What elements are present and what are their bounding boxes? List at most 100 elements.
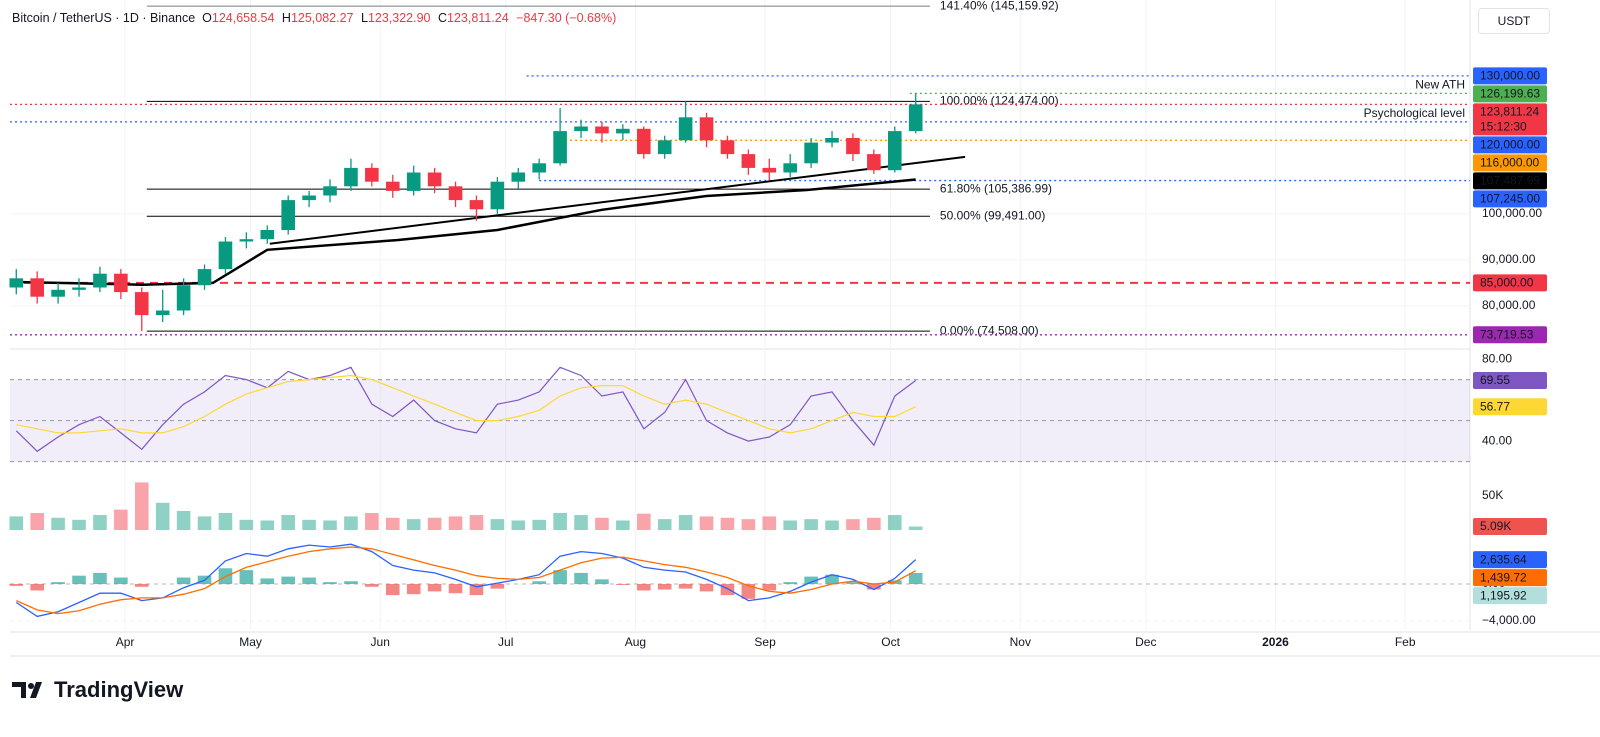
macd-tick-label: −4,000.00 xyxy=(1482,613,1536,627)
macd-histogram-bar xyxy=(302,577,316,584)
macd-histogram-bar xyxy=(574,572,588,584)
axis-value-label: 56.77 xyxy=(1480,399,1510,413)
volume-bar xyxy=(867,517,881,530)
y-tick-label: 80,000.00 xyxy=(1482,298,1536,312)
axis-value-box xyxy=(1473,274,1547,292)
candle-body xyxy=(867,154,881,171)
macd-histogram-bar xyxy=(93,572,107,584)
axis-value-label: 15:12:30 xyxy=(1480,120,1527,134)
axis-value-box xyxy=(1473,551,1547,569)
annotation: Psychological level xyxy=(1364,106,1465,120)
logo-icon xyxy=(12,682,42,698)
candle-body xyxy=(134,292,149,316)
candle-body xyxy=(762,167,777,173)
annotation: New ATH xyxy=(1415,78,1465,92)
volume-bar xyxy=(176,510,191,530)
axis-value-label: 107,487.99 xyxy=(1480,174,1540,188)
volume-bar xyxy=(302,519,316,530)
macd-histogram-bar xyxy=(867,583,881,590)
rsi-tick-label: 40.00 xyxy=(1482,433,1512,447)
volume-bar xyxy=(553,513,567,530)
y-tick-label: 100,000.00 xyxy=(1482,206,1542,220)
volume-bar xyxy=(344,516,358,530)
candle-body xyxy=(51,289,65,297)
macd-histogram-bar xyxy=(72,575,86,584)
logo[interactable]: TradingView xyxy=(12,677,183,703)
volume-bar xyxy=(239,519,254,530)
volume-bar xyxy=(699,516,714,530)
ohlc-key: C xyxy=(438,11,448,25)
macd-histogram-bar xyxy=(281,576,295,584)
axis-value-label: 107,245.00 xyxy=(1480,192,1540,206)
volume-bar xyxy=(657,519,672,530)
macd-histogram-bar xyxy=(134,583,149,587)
x-tick-label: Nov xyxy=(1010,635,1031,649)
volume-bar xyxy=(9,516,24,530)
macd-histogram-bar xyxy=(114,577,128,584)
candle-body xyxy=(741,154,756,168)
volume-bar xyxy=(720,517,735,530)
macd-histogram-bar xyxy=(908,572,923,584)
fib-label: 61.80% (105,386.99) xyxy=(940,181,1052,195)
volume-bar xyxy=(532,519,546,530)
volume-bar xyxy=(260,520,275,530)
price-change: −847.30 (−0.68%) xyxy=(516,11,617,25)
symbol: Bitcoin / TetherUS · 1D · Binance xyxy=(12,11,196,25)
candle-body xyxy=(574,126,588,132)
x-tick-label: 2026 xyxy=(1262,635,1289,649)
axis-value-box xyxy=(1473,569,1547,587)
macd-histogram-bar xyxy=(239,570,254,584)
volume-bar xyxy=(72,519,86,530)
candle-body xyxy=(846,138,860,155)
macd-histogram-bar xyxy=(720,583,735,596)
macd-histogram-bar xyxy=(30,583,44,591)
axis-value-box xyxy=(1473,190,1547,208)
volume-bar xyxy=(846,519,860,530)
candle-body xyxy=(281,200,295,230)
x-tick-label: Feb xyxy=(1395,635,1416,649)
axis-value-box xyxy=(1473,172,1547,190)
candle-body xyxy=(825,138,839,143)
macd-histogram-bar xyxy=(427,583,442,592)
axis-value-box xyxy=(1473,518,1547,536)
x-tick-label: Apr xyxy=(116,635,135,649)
candle-body xyxy=(553,131,567,164)
macd-histogram-bar xyxy=(344,581,358,584)
volume-bar xyxy=(908,526,923,530)
volume-tick-label: 50K xyxy=(1482,488,1503,502)
macd-histogram-bar xyxy=(490,583,505,589)
volume-bar xyxy=(427,517,442,530)
candle-body xyxy=(344,167,358,187)
candle-body xyxy=(469,200,484,210)
axis-value-box xyxy=(1473,326,1547,344)
candle-body xyxy=(302,195,316,201)
ohlc-key: H xyxy=(281,11,291,25)
macd-histogram-bar xyxy=(636,583,651,591)
y-tick-label: 90,000.00 xyxy=(1482,252,1536,266)
macd-histogram-bar xyxy=(657,583,672,590)
volume-bar xyxy=(281,515,295,530)
volume-bar xyxy=(114,509,128,530)
macd-histogram-bar xyxy=(846,582,860,584)
candle-body xyxy=(448,186,463,201)
volume-bar xyxy=(511,520,526,530)
currency-selector[interactable]: USDT xyxy=(1478,8,1550,34)
moving-average xyxy=(16,178,916,286)
fib-label: 50.00% (99,491.00) xyxy=(940,208,1045,222)
macd-histogram-bar xyxy=(448,583,463,594)
x-tick-label: May xyxy=(239,635,262,649)
candle-body xyxy=(887,131,902,171)
candle-body xyxy=(636,128,651,155)
symbol-header: Bitcoin / TetherUS · 1D · Binance O124,6… xyxy=(12,11,621,25)
rsi-tick-label: 80.00 xyxy=(1482,351,1512,365)
ohlc-key: O xyxy=(202,11,212,25)
axis-value-label: 2,635.64 xyxy=(1480,552,1527,566)
volume-bar xyxy=(595,517,609,530)
axis-value-box xyxy=(1473,103,1547,136)
rsi-line xyxy=(16,374,916,434)
ohlc-value: 123,811.24 xyxy=(447,11,509,25)
trendline xyxy=(269,155,966,245)
axis-value-label: 123,811.24 xyxy=(1480,105,1539,119)
